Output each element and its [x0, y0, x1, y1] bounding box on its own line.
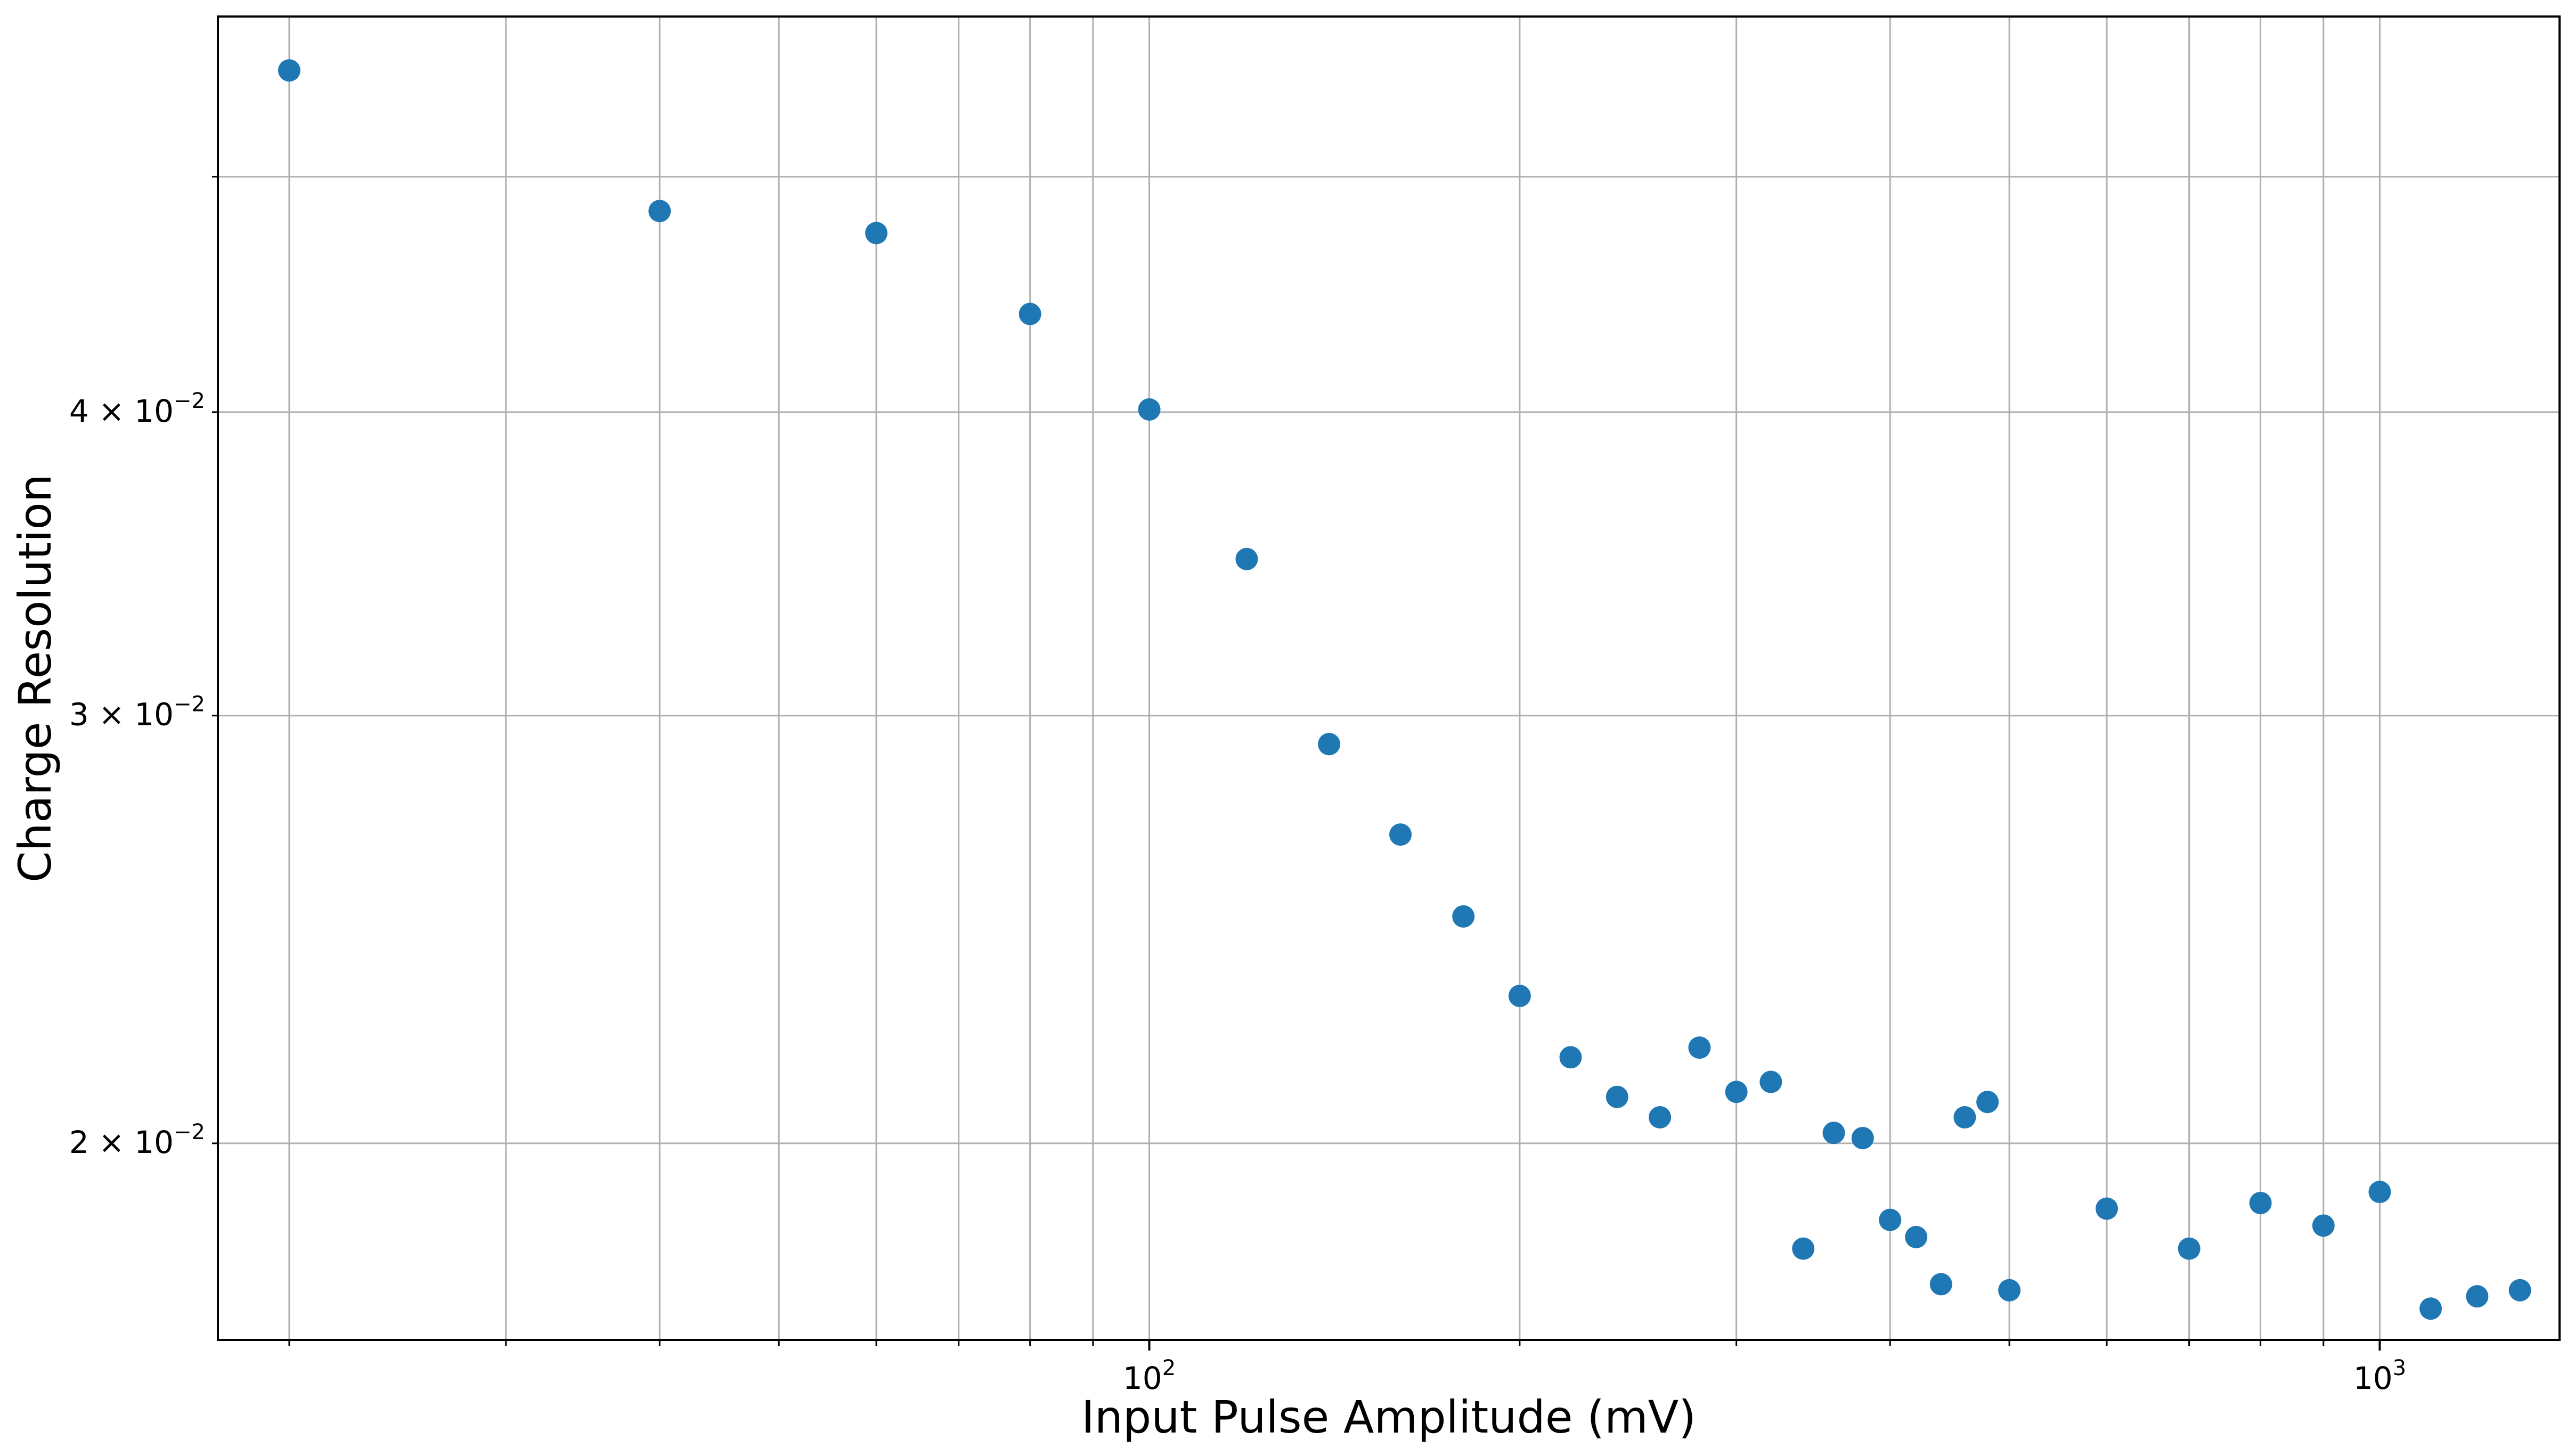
data-point [648, 200, 671, 222]
data-point [1559, 1046, 1582, 1068]
plot-area-frame [218, 17, 2560, 1340]
data-point [1998, 1279, 2020, 1302]
data-point [1509, 985, 1531, 1007]
grid [218, 17, 2560, 1340]
data-point [2368, 1181, 2391, 1203]
data-point [1606, 1086, 1628, 1108]
x-axis-label: Input Pulse Amplitude (mV) [1081, 1391, 1696, 1443]
data-point [1953, 1106, 1976, 1128]
data-point [1879, 1209, 1901, 1231]
data-point [278, 59, 300, 81]
y-tick-label: 3 × 10−2 [69, 692, 205, 733]
data-point [2096, 1197, 2118, 1220]
data-point [2250, 1192, 2272, 1214]
data-point [1976, 1091, 1999, 1113]
data-point [1688, 1036, 1710, 1059]
data-point [1235, 548, 1258, 570]
data-point [1318, 733, 1340, 755]
data-point [2509, 1279, 2531, 1302]
data-point [2178, 1238, 2201, 1260]
data-point [1649, 1106, 1671, 1128]
x-tick-label: 103 [2353, 1356, 2406, 1396]
data-point [1138, 398, 1161, 421]
data-point [1019, 303, 1041, 325]
data-point [1389, 823, 1412, 846]
data-point [2312, 1214, 2335, 1237]
x-tick-label: 102 [1123, 1356, 1176, 1396]
data-point [1792, 1238, 1814, 1260]
data-point [1725, 1081, 1748, 1103]
data-point [1823, 1122, 1845, 1144]
data-points [278, 59, 2531, 1320]
y-tick-label: 4 × 10−2 [69, 389, 205, 429]
data-point [2466, 1285, 2488, 1307]
data-point [1852, 1127, 1874, 1149]
data-point [1759, 1070, 1782, 1093]
data-point [865, 222, 887, 244]
data-point [1905, 1226, 1927, 1248]
data-point [1452, 905, 1474, 928]
data-point [1930, 1273, 1952, 1295]
data-point [2419, 1297, 2442, 1320]
y-axis-label: Charge Resolution [9, 474, 61, 882]
axis-ticks: 102 103 2 × 10−2 3 × 10−2 4 × 10−2 [69, 177, 2406, 1396]
y-tick-label: 2 × 10−2 [69, 1120, 205, 1160]
